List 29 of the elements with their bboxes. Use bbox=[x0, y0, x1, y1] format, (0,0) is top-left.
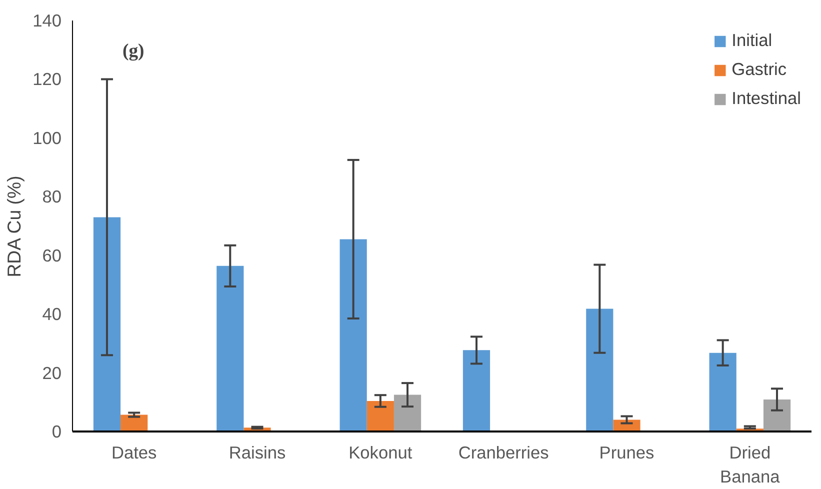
y-tick-label: 140 bbox=[32, 10, 62, 30]
bar bbox=[366, 400, 394, 432]
x-tick-label: Dried Banana bbox=[720, 442, 780, 486]
legend-label: Gastric bbox=[732, 59, 787, 80]
legend-label: Intestinal bbox=[732, 88, 801, 109]
bar bbox=[93, 217, 121, 432]
legend-label: Initial bbox=[732, 30, 772, 51]
x-tick-label: Prunes bbox=[599, 442, 655, 462]
y-axis-title: RDA Cu (%) bbox=[4, 176, 25, 278]
bar bbox=[216, 266, 244, 432]
bar bbox=[120, 414, 148, 432]
bar bbox=[763, 400, 791, 432]
x-tick-label: Cranberries bbox=[458, 442, 550, 462]
y-tick-label: 80 bbox=[42, 186, 62, 207]
bar bbox=[340, 239, 367, 432]
y-tick-label: 100 bbox=[32, 128, 62, 148]
bar bbox=[462, 350, 490, 432]
bar bbox=[586, 308, 614, 432]
y-tick-label: 120 bbox=[32, 69, 62, 90]
y-tick-label: 20 bbox=[42, 362, 62, 383]
bar bbox=[394, 394, 422, 432]
x-tick-label: Raisins bbox=[228, 442, 286, 462]
x-tick-label: Dates bbox=[111, 442, 158, 462]
bar bbox=[709, 352, 736, 432]
y-tick-label: 60 bbox=[42, 245, 62, 266]
annotation: (g) bbox=[122, 40, 144, 62]
y-tick-label: 40 bbox=[42, 304, 62, 324]
x-tick-label: Kokonut bbox=[348, 442, 412, 462]
y-tick-label: 0 bbox=[52, 422, 62, 442]
